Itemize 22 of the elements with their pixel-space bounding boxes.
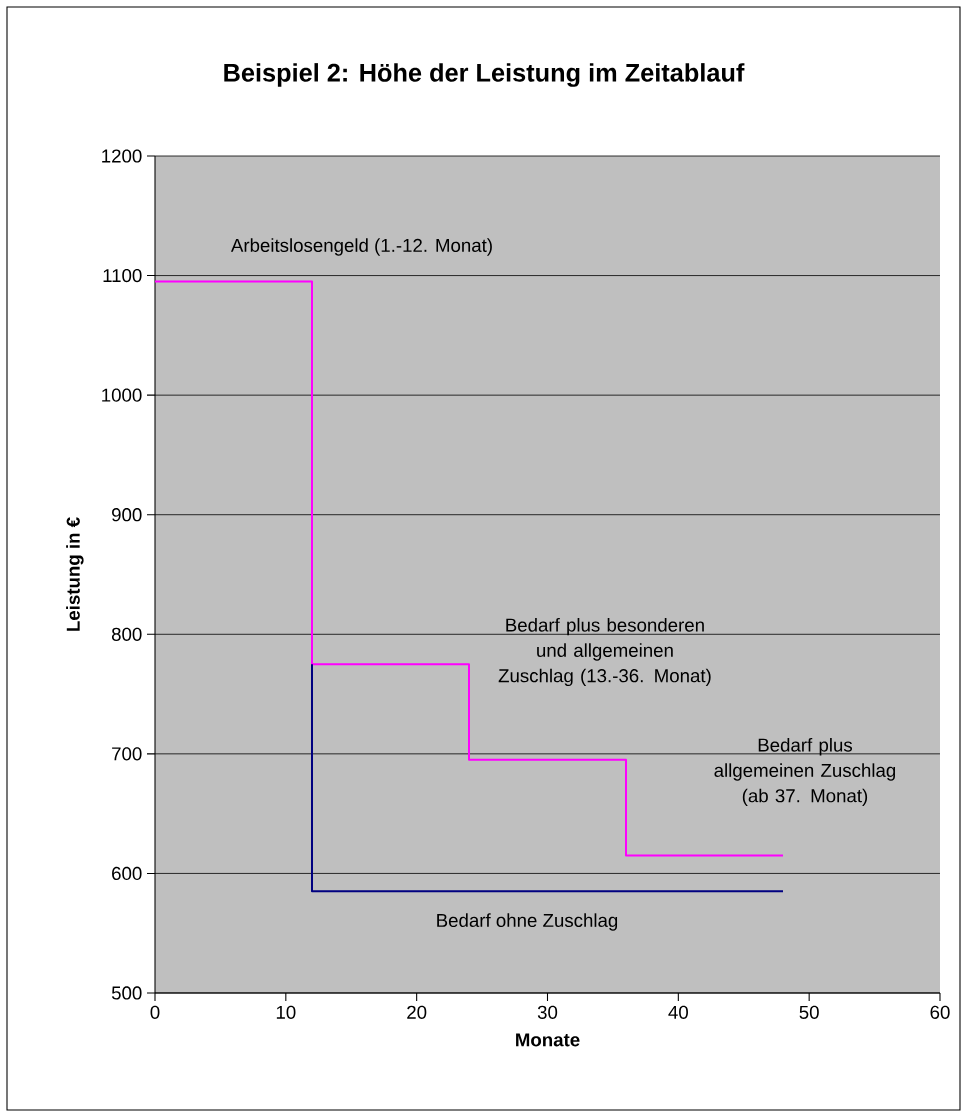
annotation: Arbeitslosengeld (1.-12. Monat) — [230, 238, 492, 256]
annotation: Bedarf ohne Zuschlag — [437, 913, 618, 931]
y-axis-title: Leistung in € — [66, 517, 84, 631]
x-axis-title: Monate — [516, 1033, 580, 1047]
x-tick-label: 10 — [276, 1005, 296, 1019]
x-tick-label: 40 — [668, 1005, 688, 1019]
x-tick-label: 50 — [799, 1005, 819, 1019]
x-tick-label: 0 — [150, 1005, 160, 1019]
y-tick-label: 600 — [112, 866, 142, 881]
y-tick-label: 1200 — [102, 149, 142, 163]
x-tick-label: 60 — [930, 1005, 950, 1019]
y-tick-label: 1100 — [103, 268, 142, 283]
annotation: Bedarf plus allgemeinen Zuschlag (ab 37. Monat) — [714, 737, 896, 807]
x-tick-label: 20 — [407, 1005, 427, 1019]
y-tick-label: 500 — [111, 986, 142, 1000]
x-tick-label: 30 — [537, 1005, 558, 1019]
y-tick-label: 900 — [112, 508, 142, 522]
chart-title: Beispiel 2: Höhe der Leistung im Zeitablauf — [224, 63, 745, 87]
y-tick-label: 800 — [111, 627, 142, 641]
y-tick-label: 1000 — [102, 388, 142, 402]
annotation: Bedarf plus besonderen und allgemeinen Zuschlag (13.-36. Monat) — [498, 617, 711, 687]
y-tick-label: 700 — [112, 747, 142, 761]
